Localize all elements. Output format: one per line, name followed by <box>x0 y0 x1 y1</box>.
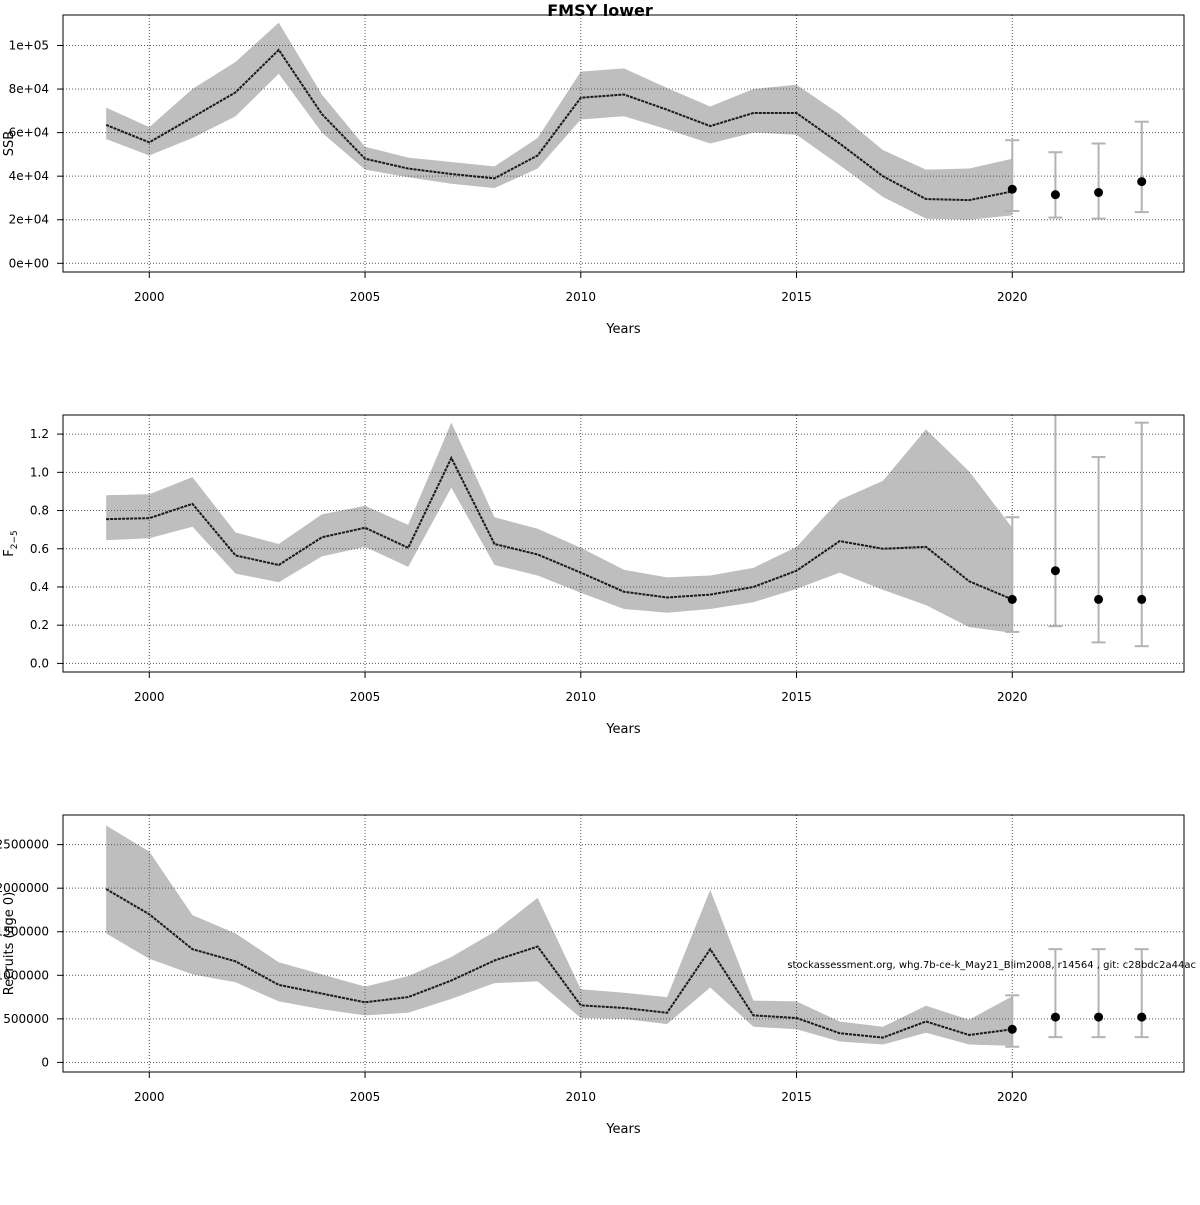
ssb-y-tick-label-2: 4e+04 <box>9 169 49 183</box>
ssb-x-tick-label-0: 2000 <box>134 290 165 304</box>
recruits-y-axis-label: Recruits (age 0) <box>2 892 17 996</box>
recruits-forecast-point-2 <box>1094 1012 1104 1022</box>
recruits-forecast-point-1 <box>1050 1012 1060 1022</box>
fbar-y-tick-label-3: 0.6 <box>30 542 49 556</box>
ssb-forecast-point-1 <box>1050 190 1060 200</box>
ssb-x-axis-label: Years <box>605 322 641 337</box>
ssb-x-tick-label-1: 2005 <box>350 290 381 304</box>
ssb-y-tick-label-4: 8e+04 <box>9 82 49 96</box>
fbar-x-tick-label-4: 2020 <box>997 690 1028 704</box>
footnote-text: stockassessment.org, whg.7b-ce-k_May21_B… <box>787 960 1196 971</box>
fbar-x-axis-label: Years <box>605 722 641 737</box>
ssb-y-tick-label-5: 1e+05 <box>9 38 49 52</box>
ssb-y-tick-label-3: 6e+04 <box>9 126 49 140</box>
fbar-y-tick-label-4: 0.8 <box>30 504 49 518</box>
recruits-y-tick-label-3: 1500000 <box>0 925 49 939</box>
ssb-y-axis-label: SSB <box>2 131 17 156</box>
ssb-forecast-point-0 <box>1007 184 1017 194</box>
recruits-forecast-point-3 <box>1137 1012 1147 1022</box>
recruits-y-tick-label-1: 500000 <box>3 1012 49 1026</box>
ssb-y-tick-label-0: 0e+00 <box>9 256 49 270</box>
recruits-forecast-point-0 <box>1007 1024 1017 1034</box>
recruits-y-axis-label-main: Recruits (age 0) <box>2 892 17 996</box>
ssb-estimate-line <box>105 48 1013 202</box>
fbar-y-axis-label-main: F <box>2 549 17 556</box>
fbar-y-axis-label-subscript: 2−5 <box>10 530 20 549</box>
recruits-x-tick-label-0: 2000 <box>134 1090 165 1104</box>
figure-title: FMSY lower <box>547 1 653 20</box>
recruits-panel: 2000 2005 2010 2015 2020 0 500000 1000000 150000… <box>0 814 1185 1137</box>
ssb-y-tick-label-1: 2e+04 <box>9 213 49 227</box>
recruits-y-tick-label-2: 1000000 <box>0 968 49 982</box>
recruits-x-tick-label-1: 2005 <box>350 1090 381 1104</box>
recruits-x-axis-label: Years <box>605 1122 641 1137</box>
ssb-panel: 2000 2005 2010 2015 2020 0e+00 2e+04 4e+04 6e+04… <box>2 14 1185 337</box>
fbar-x-tick-label-0: 2000 <box>134 690 165 704</box>
ssb-forecast-point-3 <box>1137 177 1147 187</box>
fbar-forecast-point-2 <box>1094 594 1104 604</box>
ssb-x-tick-label-3: 2015 <box>781 290 812 304</box>
recruits-x-tick-label-2: 2010 <box>566 1090 597 1104</box>
recruits-confidence-band <box>106 825 1013 1046</box>
recruits-y-tick-label-4: 2000000 <box>0 881 49 895</box>
fbar-y-tick-label-2: 0.4 <box>30 580 49 594</box>
recruits-y-tick-label-5: 2500000 <box>0 838 49 852</box>
ssb-x-tick-label-4: 2020 <box>997 290 1028 304</box>
recruits-plot-frame <box>62 814 1185 1073</box>
fbar-y-tick-label-6: 1.2 <box>30 427 49 441</box>
fbar-forecast-point-0 <box>1007 594 1017 604</box>
fbar-y-tick-label-1: 0.2 <box>30 618 49 632</box>
ssb-forecast-point-2 <box>1094 188 1104 198</box>
fbar-y-tick-label-0: 0.0 <box>30 656 49 670</box>
fbar-x-tick-label-2: 2010 <box>566 690 597 704</box>
recruits-estimate-line <box>105 888 1013 1039</box>
fbar-forecast-point-3 <box>1137 594 1147 604</box>
fbar-y-tick-label-5: 1.0 <box>30 465 49 479</box>
recruits-x-tick-label-4: 2020 <box>997 1090 1028 1104</box>
fbar-plot-frame <box>62 414 1185 673</box>
ssb-y-axis-label-main: SSB <box>2 131 17 156</box>
fbar-x-tick-label-1: 2005 <box>350 690 381 704</box>
fbar-confidence-band <box>106 422 1013 633</box>
fbar-forecast-point-1 <box>1050 566 1060 576</box>
fbar-x-tick-label-3: 2015 <box>781 690 812 704</box>
fbar-panel: 2000 2005 2010 2015 2020 0.0 0.2 0.4 0.6 0.8 1.0 1.… <box>2 414 1185 737</box>
fbar-estimate-line <box>106 455 1013 601</box>
recruits-x-tick-label-3: 2015 <box>781 1090 812 1104</box>
fbar-y-axis-label: F2−5 <box>2 530 20 556</box>
recruits-y-tick-label-0: 0 <box>41 1055 49 1069</box>
ssb-plot-frame <box>62 14 1185 273</box>
ssb-confidence-band <box>106 22 1013 220</box>
ssb-x-tick-label-2: 2010 <box>566 290 597 304</box>
